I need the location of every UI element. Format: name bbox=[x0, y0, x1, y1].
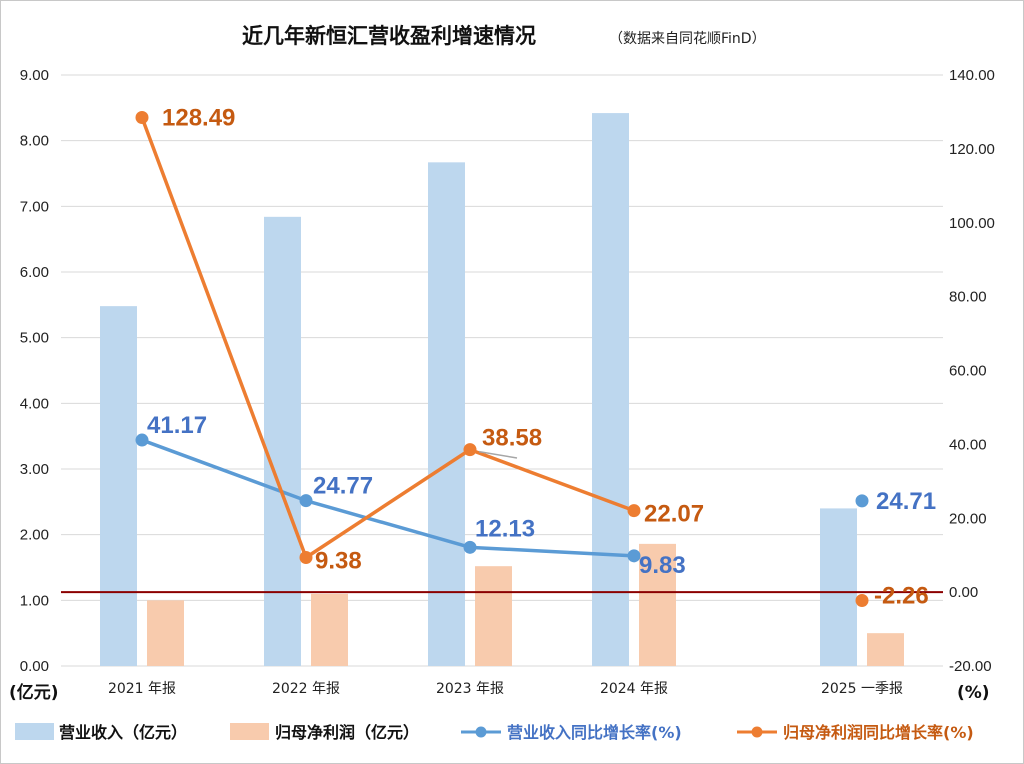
profit-growth-label: -2.26 bbox=[874, 582, 929, 609]
category-label: 2021 年报 bbox=[108, 681, 176, 697]
revenue-growth-point bbox=[855, 494, 869, 508]
profit-growth-point bbox=[135, 111, 149, 125]
left-tick-label: 6.00 bbox=[20, 264, 49, 281]
chart-title: 近几年新恒汇营收盈利增速情况 bbox=[242, 24, 536, 48]
left-tick-label: 9.00 bbox=[20, 67, 49, 84]
legend-profit-label: 归母净利润（亿元） bbox=[275, 723, 419, 742]
net-profit-bar bbox=[639, 543, 676, 666]
net-profit-bar bbox=[147, 600, 184, 666]
legend-revenue-growth-label: 营业收入同比增长率(%) bbox=[507, 723, 682, 742]
revenue-growth-line bbox=[141, 438, 635, 558]
revenue-bar bbox=[100, 306, 137, 666]
legend-revenue-swatch bbox=[15, 723, 54, 740]
right-tick-label: 100.00 bbox=[949, 215, 995, 232]
left-tick-label: 0.00 bbox=[20, 658, 49, 675]
legend: 营业收入（亿元） 归母净利润（亿元） 营业收入同比增长率(%) 归母净利润同比增长率(… bbox=[15, 723, 974, 742]
right-tick-label: 40.00 bbox=[949, 436, 987, 453]
profit-growth-point bbox=[855, 593, 869, 607]
revenue-growth-label: 41.17 bbox=[147, 412, 207, 439]
left-tick-label: 4.00 bbox=[20, 395, 49, 412]
right-tick-label: 140.00 bbox=[949, 67, 995, 84]
legend-profit-swatch bbox=[230, 723, 269, 740]
left-axis-unit: (亿元) bbox=[9, 682, 59, 703]
left-tick-label: 1.00 bbox=[20, 592, 49, 609]
profit-growth-point bbox=[627, 504, 641, 518]
net-profit-bar bbox=[867, 633, 904, 666]
revenue-growth-label: 12.13 bbox=[475, 515, 535, 542]
legend-revenue-growth-marker bbox=[475, 726, 487, 738]
profit-growth-label: 9.38 bbox=[315, 547, 362, 574]
revenue-bar bbox=[592, 113, 629, 666]
category-label: 2022 年报 bbox=[272, 681, 340, 697]
revenue-growth-point bbox=[627, 549, 641, 563]
category-label: 2023 年报 bbox=[436, 681, 504, 697]
left-tick-label: 3.00 bbox=[20, 461, 49, 478]
profit-growth-label: 22.07 bbox=[644, 501, 704, 528]
category-label: 2024 年报 bbox=[600, 681, 668, 697]
profit-growth-label: 128.49 bbox=[162, 105, 235, 132]
right-tick-label: -20.00 bbox=[949, 658, 992, 675]
right-axis-ticks: -20.00 0.00 20.00 40.00 60.00 80.00 100.00 120.… bbox=[949, 67, 995, 675]
data-labels: 41.17 24.77 12.13 9.83 24.71 128.49 9.38 38.58 2… bbox=[147, 105, 936, 610]
gridlines bbox=[61, 74, 943, 667]
revenue-bar bbox=[428, 162, 465, 666]
revenue-bar bbox=[820, 508, 857, 666]
label-leader-line bbox=[478, 450, 518, 459]
legend-revenue-label: 营业收入（亿元） bbox=[59, 723, 187, 742]
legend-profit-growth-label: 归母净利润同比增长率(%) bbox=[783, 723, 974, 742]
profit-growth-line bbox=[140, 116, 635, 560]
revenue-growth-label: 24.71 bbox=[876, 488, 936, 515]
revenue-growth-point bbox=[299, 494, 313, 508]
legend-profit-growth-marker bbox=[751, 726, 763, 738]
growth-lines bbox=[135, 111, 869, 607]
left-tick-label: 5.00 bbox=[20, 330, 49, 347]
chart-subtitle: （数据来自同花顺FinD） bbox=[609, 31, 766, 47]
net-profit-bar bbox=[311, 593, 348, 666]
category-label: 2025 一季报 bbox=[821, 681, 903, 697]
left-tick-label: 7.00 bbox=[20, 198, 49, 215]
right-axis-unit: (%) bbox=[957, 683, 990, 703]
left-tick-label: 8.00 bbox=[20, 133, 49, 150]
bars bbox=[100, 113, 904, 666]
revenue-growth-label: 24.77 bbox=[313, 473, 373, 500]
revenue-bar bbox=[264, 216, 301, 666]
right-tick-label: 120.00 bbox=[949, 141, 995, 158]
right-tick-label: 0.00 bbox=[949, 584, 978, 601]
right-tick-label: 80.00 bbox=[949, 289, 987, 306]
left-tick-label: 2.00 bbox=[20, 527, 49, 544]
revenue-growth-label: 9.83 bbox=[639, 552, 686, 579]
category-labels: 2021 年报 2022 年报 2023 年报 2024 年报 2025 一季报 bbox=[108, 681, 903, 697]
left-axis-ticks: 0.00 1.00 2.00 3.00 4.00 5.00 6.00 7.00 8.00 9.00 bbox=[20, 67, 49, 675]
right-tick-label: 20.00 bbox=[949, 510, 987, 527]
revenue-growth-point bbox=[463, 540, 477, 554]
profit-growth-point bbox=[463, 443, 477, 457]
net-profit-bar bbox=[475, 566, 512, 666]
profit-growth-label: 38.58 bbox=[482, 425, 542, 452]
revenue-growth-point bbox=[135, 433, 149, 447]
profit-growth-point bbox=[299, 550, 313, 564]
right-tick-label: 60.00 bbox=[949, 363, 987, 380]
